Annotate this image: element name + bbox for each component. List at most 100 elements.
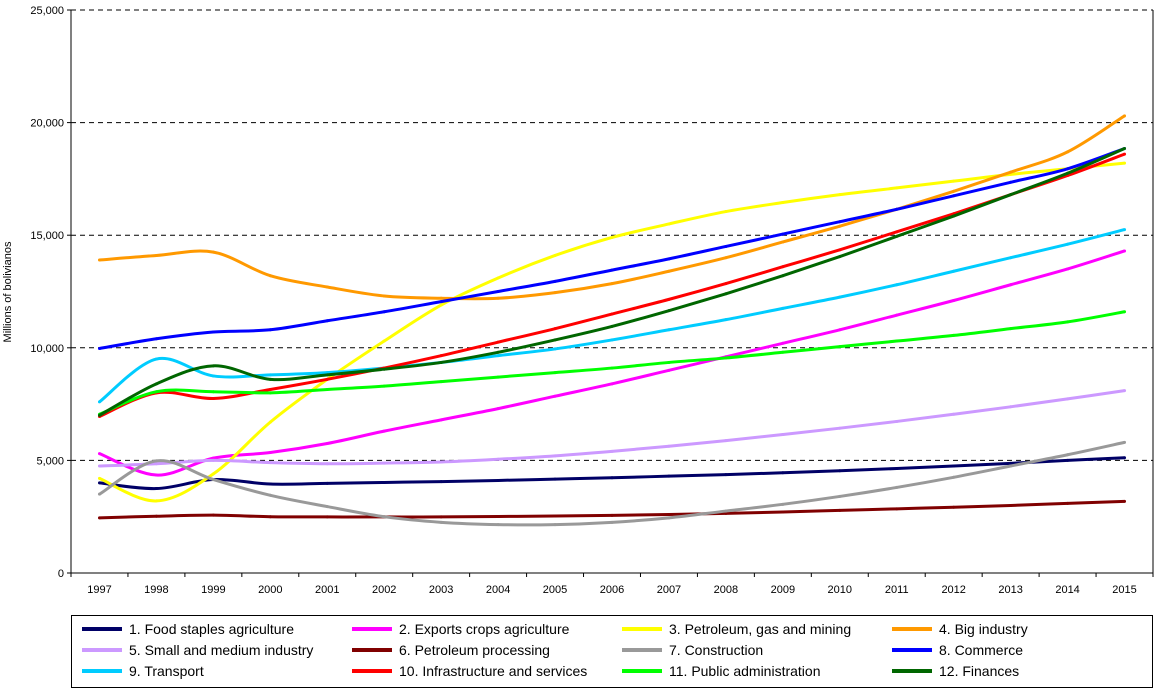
data-point	[610, 282, 614, 286]
y-tick-label: 0	[58, 568, 64, 580]
data-point	[553, 347, 557, 351]
data-point	[1009, 327, 1013, 331]
data-point	[895, 207, 899, 211]
x-tick-label: 1998	[144, 584, 168, 596]
data-point	[1123, 152, 1127, 156]
x-tick-labels: 1997 1998 1999 2000 2001 2002 2003 2004 2005 2006…	[87, 584, 1137, 596]
data-point	[838, 494, 842, 498]
series-4	[97, 114, 1127, 301]
data-point	[97, 476, 101, 480]
data-point	[1123, 440, 1127, 444]
data-point	[1123, 389, 1127, 393]
data-point	[952, 412, 956, 416]
data-point	[268, 461, 272, 465]
data-point	[439, 360, 443, 364]
data-point	[97, 516, 101, 520]
data-point	[667, 222, 671, 226]
data-point	[154, 357, 158, 361]
data-point	[325, 387, 329, 391]
data-point	[97, 492, 101, 496]
data-point	[211, 330, 215, 334]
data-point	[952, 179, 956, 183]
data-point	[838, 220, 842, 224]
data-point	[439, 354, 443, 358]
data-point	[667, 512, 671, 516]
data-point	[895, 234, 899, 238]
y-tick-label: 20,000	[30, 118, 64, 130]
legend-swatch	[622, 669, 662, 673]
data-point	[268, 515, 272, 519]
series-3	[97, 161, 1127, 503]
legend-swatch	[82, 648, 122, 652]
data-point	[211, 478, 215, 482]
legend-swatch	[352, 648, 392, 652]
legend-swatch	[622, 627, 662, 631]
data-point	[1066, 458, 1070, 462]
x-tick-label: 2013	[998, 584, 1022, 596]
data-point	[724, 318, 728, 322]
series-8	[97, 146, 1127, 350]
data-point	[553, 514, 557, 518]
legend-item: 7. Construction	[622, 640, 763, 660]
data-point	[667, 360, 671, 364]
data-point	[97, 346, 101, 350]
data-point	[439, 380, 443, 384]
data-point	[439, 480, 443, 484]
data-point	[1009, 461, 1013, 465]
data-point	[610, 338, 614, 342]
data-point	[952, 333, 956, 337]
data-point	[724, 439, 728, 443]
data-point	[895, 467, 899, 471]
data-point	[724, 356, 728, 360]
data-point	[553, 338, 557, 342]
data-point	[325, 373, 329, 377]
data-point	[154, 487, 158, 491]
y-tick-label: 5,000	[36, 455, 64, 467]
data-point	[781, 274, 785, 278]
data-point	[952, 464, 956, 468]
data-point	[724, 256, 728, 260]
data-point	[1123, 310, 1127, 314]
data-point	[781, 265, 785, 269]
axes	[67, 9, 1154, 577]
data-point	[1066, 171, 1070, 175]
data-point	[439, 300, 443, 304]
data-point	[1009, 405, 1013, 409]
x-tick-label: 2006	[600, 584, 624, 596]
data-point	[496, 407, 500, 411]
data-point	[325, 285, 329, 289]
gridlines	[71, 9, 1153, 461]
data-point	[553, 477, 557, 481]
data-point	[667, 474, 671, 478]
data-point	[154, 253, 158, 257]
data-point	[667, 328, 671, 332]
data-point	[724, 282, 728, 286]
x-tick-label: 2003	[429, 584, 453, 596]
data-point	[439, 460, 443, 464]
data-point	[952, 505, 956, 509]
data-point	[610, 235, 614, 239]
data-point	[154, 499, 158, 503]
legend-swatch	[892, 648, 932, 652]
data-point	[1066, 501, 1070, 505]
data-point	[382, 429, 386, 433]
legend-label: 1. Food staples agriculture	[129, 621, 294, 637]
data-point	[97, 400, 101, 404]
data-point	[325, 377, 329, 381]
data-point	[553, 394, 557, 398]
data-point	[97, 413, 101, 417]
data-point	[496, 290, 500, 293]
data-point	[1009, 256, 1013, 260]
data-point	[1009, 464, 1013, 468]
data-point	[895, 230, 899, 234]
data-point	[97, 258, 101, 262]
data-point	[838, 426, 842, 430]
series-7	[97, 440, 1127, 527]
legend-item: 1. Food staples agriculture	[82, 619, 294, 639]
data-point	[1123, 161, 1127, 165]
data-point	[268, 328, 272, 332]
data-point	[610, 513, 614, 517]
legend-label: 7. Construction	[669, 642, 764, 658]
data-point	[154, 337, 158, 341]
